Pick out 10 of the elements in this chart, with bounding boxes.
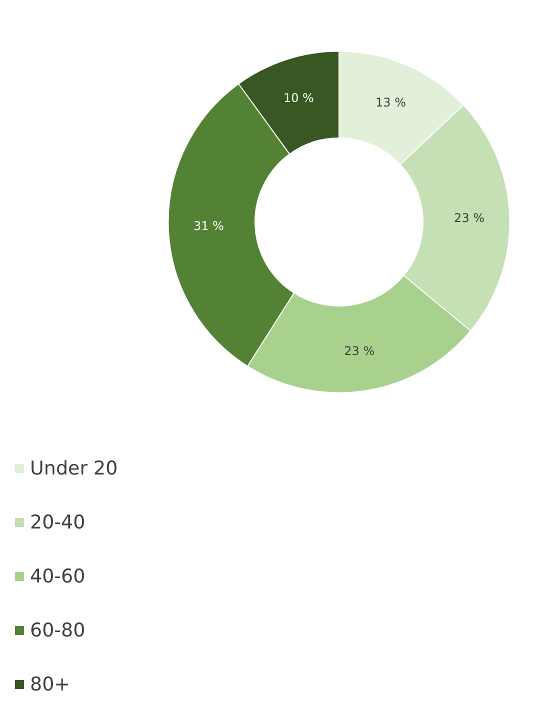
legend-label: 40-60 <box>30 566 86 588</box>
data-label: 31 % <box>193 219 224 234</box>
legend-label: 60-80 <box>30 620 86 642</box>
legend-label: 80+ <box>30 674 70 696</box>
data-label: 10 % <box>283 91 314 106</box>
data-label: 23 % <box>454 210 485 225</box>
data-label: 13 % <box>376 95 406 110</box>
data-label: 23 % <box>344 344 375 358</box>
legend-label: 20-40 <box>30 512 86 534</box>
legend-label: Under 20 <box>30 458 118 480</box>
